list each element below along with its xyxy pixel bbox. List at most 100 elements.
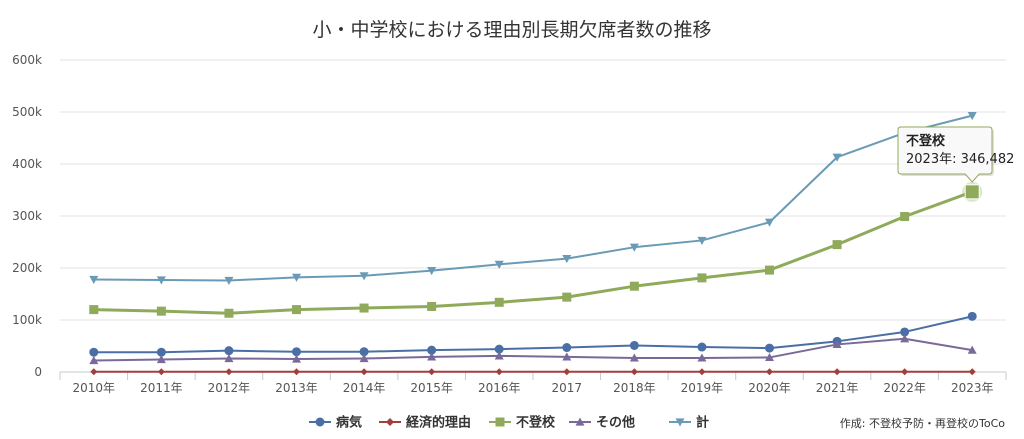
data-point	[494, 344, 504, 354]
x-tick-label: 2012年	[208, 381, 251, 395]
data-point	[967, 112, 977, 121]
credit-text: 作成: 不登校予防・再登校のToCo	[840, 416, 1005, 430]
y-tick-label: 500k	[12, 105, 42, 119]
series-1	[90, 368, 976, 376]
data-point	[697, 342, 707, 352]
data-point	[89, 356, 99, 365]
data-point	[292, 354, 301, 363]
series-line	[93, 337, 973, 362]
tooltip-title: 不登校	[906, 133, 946, 149]
legend-label: 経済的理由	[406, 415, 471, 431]
data-point	[697, 353, 707, 362]
y-tick-label: 600k	[12, 53, 42, 67]
data-point	[697, 236, 707, 245]
data-point	[359, 303, 369, 313]
data-point	[697, 273, 707, 283]
data-point	[698, 368, 706, 376]
data-point	[563, 368, 571, 376]
data-point	[832, 339, 842, 349]
y-tick-label: 300k	[12, 209, 42, 223]
x-tick-label: 2010年	[73, 381, 116, 395]
y-tick-label: 200k	[12, 261, 42, 275]
data-point	[156, 306, 166, 316]
x-tick-label: 2011年	[140, 381, 183, 395]
data-point	[89, 347, 99, 357]
series-3	[89, 334, 977, 365]
data-point	[629, 243, 639, 252]
tooltip-value: 2023年: 346,482	[906, 152, 1014, 167]
data-point	[765, 265, 774, 275]
x-axis: 2010年 2011年 2012年 2013年 2014年 2015年 2016年 2017 2…	[59, 371, 1007, 395]
data-point	[427, 301, 437, 311]
series-4	[89, 112, 977, 285]
y-tick-label: 0	[34, 365, 42, 379]
y-tick-label: 400k	[12, 157, 42, 171]
series-0	[89, 311, 977, 357]
tooltip-box	[897, 126, 993, 183]
data-point	[359, 353, 369, 363]
x-tick-label: 2017	[552, 381, 583, 395]
data-point	[832, 153, 842, 162]
data-point	[629, 281, 639, 291]
data-point	[494, 351, 504, 360]
data-point	[156, 355, 166, 364]
x-tick-label: 2013年	[275, 381, 318, 395]
x-tick-label: 2016年	[478, 381, 521, 395]
legend-marker	[495, 417, 505, 427]
data-point	[833, 368, 841, 376]
legend-marker	[315, 417, 325, 427]
data-point	[427, 267, 437, 276]
data-point	[562, 352, 572, 361]
data-point	[224, 276, 234, 285]
legend-item-1: 経済的理由	[379, 415, 471, 431]
x-tick-label: 2015年	[410, 381, 453, 395]
legend-item-2: 不登校	[489, 415, 556, 431]
data-point	[900, 212, 910, 222]
data-point	[89, 305, 99, 315]
x-tick-label: 2019年	[681, 381, 724, 395]
data-point	[157, 368, 165, 376]
series-2	[89, 187, 977, 318]
x-tick-label: 2023年	[951, 381, 994, 395]
data-point	[292, 347, 301, 357]
data-point	[629, 340, 639, 350]
data-point	[967, 311, 977, 321]
legend: 病気 経済的理由 不登校 その他 計	[309, 415, 709, 431]
data-point	[89, 275, 99, 284]
legend-item-3: その他	[569, 415, 635, 431]
data-point	[156, 347, 166, 357]
data-point	[766, 368, 773, 376]
series-line	[93, 190, 973, 315]
legend-marker	[675, 418, 685, 427]
data-point	[967, 345, 977, 354]
data-point	[765, 352, 774, 362]
chart-title: 小・中学校における理由別長期欠席者数の推移	[312, 19, 711, 41]
tooltip: 不登校 2023年: 346,482	[897, 126, 1014, 202]
data-point	[359, 347, 369, 357]
legend-label: 病気	[336, 415, 362, 431]
data-point	[90, 368, 98, 376]
grid-lines	[60, 59, 1006, 321]
data-point	[427, 345, 437, 355]
data-point	[224, 353, 234, 363]
data-point	[562, 343, 572, 353]
data-point	[495, 368, 503, 376]
legend-item-4: 計	[669, 415, 709, 431]
y-axis: 0 100k 200k 300k 400k 500k 600k	[12, 53, 42, 379]
data-point	[292, 305, 301, 315]
y-tick-label: 100k	[12, 313, 42, 327]
legend-marker	[575, 417, 585, 426]
legend-label: 計	[696, 415, 709, 431]
legend-marker	[386, 418, 394, 426]
legend-label: その他	[596, 415, 635, 431]
series-group	[89, 112, 977, 376]
data-point	[629, 353, 639, 362]
data-point	[900, 334, 910, 343]
data-point	[427, 352, 437, 361]
data-point	[968, 368, 976, 376]
data-point	[292, 273, 301, 282]
data-point	[901, 368, 909, 376]
data-point	[765, 218, 774, 227]
data-point	[562, 292, 572, 302]
